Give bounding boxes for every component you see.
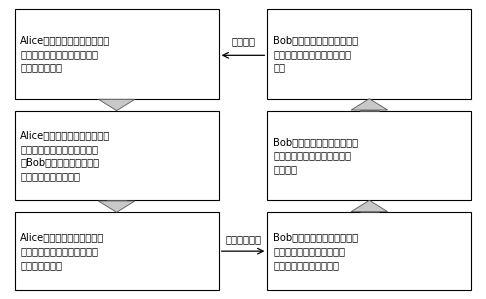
Bar: [267, 212, 471, 290]
Text: Bob测量每根天线的信号强度
估计天线矢量，通过逆映射
得到密钥符号与密钥比特: Bob测量每根天线的信号强度 估计天线矢量，通过逆映射 得到密钥符号与密钥比特: [273, 233, 358, 270]
Bar: [15, 111, 219, 200]
Bar: [360, 110, 379, 111]
Text: Alice随机生成密钥比特，将密
钥与待发送机密信息异或，得
到加密后的比特: Alice随机生成密钥比特，将密 钥与待发送机密信息异或，得 到加密后的比特: [20, 35, 111, 72]
Text: Alice将密钥比特映射为密钥符
号，每个密钥符号对应一种激
活Bob不同接收天线的矢量
（映射方式是公开的）: Alice将密钥比特映射为密钥符 号，每个密钥符号对应一种激 活Bob不同接收天…: [20, 130, 111, 181]
Text: 循环进行: 循环进行: [231, 36, 255, 46]
Bar: [107, 200, 126, 201]
Text: Bob在每根激活天线依次解调
加密后的调制符号，得到加密
后的比特: Bob在每根激活天线依次解调 加密后的调制符号，得到加密 后的比特: [273, 137, 358, 174]
Bar: [15, 212, 219, 290]
Text: Alice选择当前密钥符号对应
激活矢量的预编码发送加密后
的比特调制符号: Alice选择当前密钥符号对应 激活矢量的预编码发送加密后 的比特调制符号: [20, 233, 104, 270]
Text: Bob将观察到的密钥比特异或
加密后的比特信息，得到机密
信息: Bob将观察到的密钥比特异或 加密后的比特信息，得到机密 信息: [273, 35, 358, 72]
Polygon shape: [351, 99, 388, 110]
Text: 无线信道传输: 无线信道传输: [225, 234, 261, 244]
Polygon shape: [351, 200, 388, 212]
Bar: [267, 111, 471, 200]
Polygon shape: [98, 99, 135, 111]
Bar: [15, 9, 219, 99]
Polygon shape: [98, 201, 135, 212]
Bar: [267, 9, 471, 99]
